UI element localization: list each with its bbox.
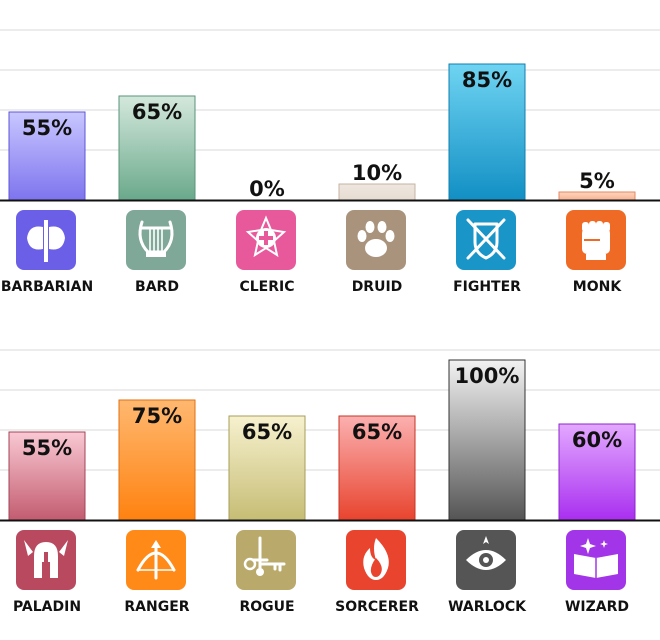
bar-druid	[338, 183, 416, 201]
category-label-fighter: FIGHTER	[453, 279, 521, 295]
category-label-druid: DRUID	[352, 279, 403, 295]
double-axe-icon	[16, 210, 76, 270]
chart-bottom: 55% PALADIN 75% RANGER 65% ROGUE 65% SORCERER 10…	[0, 320, 660, 640]
category-label-rogue: ROGUE	[239, 599, 294, 615]
bar-ranger	[118, 399, 196, 521]
bar-paladin	[8, 431, 86, 521]
value-label-rogue: 65%	[242, 420, 292, 444]
category-label-sorcerer: SORCERER	[335, 599, 419, 615]
value-label-bard: 65%	[132, 100, 182, 124]
category-label-ranger: RANGER	[124, 599, 189, 615]
bar-bard	[118, 95, 196, 201]
spellbook-icon	[566, 530, 626, 590]
value-label-wizard: 60%	[572, 428, 622, 452]
bar-warlock	[448, 359, 526, 521]
holy-cross-icon	[236, 210, 296, 270]
bar-monk	[558, 191, 636, 201]
lyre-icon	[126, 210, 186, 270]
flame-icon	[346, 530, 406, 590]
crossed-swords-shield-icon	[456, 210, 516, 270]
value-label-monk: 5%	[579, 169, 615, 193]
value-label-barbarian: 55%	[22, 116, 72, 140]
bar-sorcerer	[338, 415, 416, 521]
bow-arrow-icon	[126, 530, 186, 590]
category-label-barbarian: BARBARIAN	[1, 279, 93, 295]
value-label-paladin: 55%	[22, 436, 72, 460]
bar-barbarian	[8, 111, 86, 201]
value-label-fighter: 85%	[462, 68, 512, 92]
eye-icon	[456, 530, 516, 590]
dagger-key-icon	[236, 530, 296, 590]
bar-wizard	[558, 423, 636, 521]
category-label-bard: BARD	[135, 279, 179, 295]
category-label-monk: MONK	[573, 279, 623, 295]
chart-svg-1: 55% PALADIN 75% RANGER 65% ROGUE 65% SORCERER 10…	[0, 349, 660, 615]
value-label-druid: 10%	[352, 161, 402, 185]
value-label-ranger: 75%	[132, 404, 182, 428]
paw-icon	[346, 210, 406, 270]
chart-top: 55% BARBARIAN 65% BARD 0% CLERIC 10% DRUID 85% FI…	[0, 29, 660, 295]
category-label-warlock: WARLOCK	[448, 599, 527, 615]
value-label-sorcerer: 65%	[352, 420, 402, 444]
value-label-cleric: 0%	[249, 177, 285, 201]
category-label-paladin: PALADIN	[13, 599, 81, 615]
value-label-warlock: 100%	[455, 364, 520, 388]
winged-helmet-icon	[16, 530, 76, 590]
category-label-cleric: CLERIC	[239, 279, 294, 295]
chart-svg-0: 55% BARBARIAN 65% BARD 0% CLERIC 10% DRUID 85% FI…	[0, 29, 660, 295]
category-label-wizard: WIZARD	[565, 599, 629, 615]
fist-icon	[566, 210, 626, 270]
